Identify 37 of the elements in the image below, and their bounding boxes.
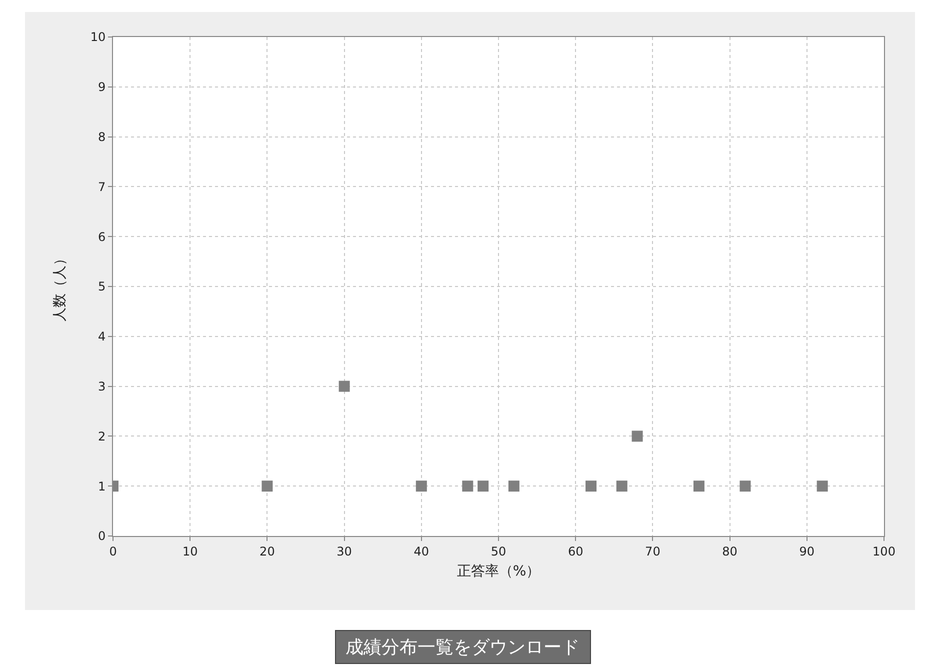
point: [616, 480, 628, 492]
point: [740, 480, 751, 492]
x-tick-label: 60: [568, 544, 584, 558]
x-axis-title: 正答率（%）: [456, 564, 540, 580]
point: [262, 480, 273, 492]
y-axis-title: 人数（人）: [52, 252, 68, 322]
y-tick-label: 2: [98, 429, 106, 444]
point: [586, 480, 597, 492]
x-tick-label: 10: [182, 544, 198, 558]
y-tick-label: 0: [98, 529, 106, 544]
point: [478, 480, 489, 492]
y-tick-label: 4: [98, 330, 106, 344]
point: [338, 380, 350, 392]
point: [693, 480, 704, 492]
y-tick-label: 1: [98, 479, 106, 494]
point: [462, 480, 474, 492]
y-tick-label: 6: [98, 230, 106, 244]
y-tick-label: 7: [98, 180, 106, 194]
point: [816, 480, 828, 492]
y-tick-label: 3: [98, 380, 106, 394]
download-button: 成績分布一覧をダウンロード: [334, 630, 590, 664]
point: [632, 430, 643, 442]
x-tick-label: 90: [799, 544, 815, 558]
x-tick-label: 70: [645, 544, 660, 558]
x-tick-label: 100: [872, 544, 896, 558]
x-tick-label: 20: [260, 544, 275, 558]
x-tick-label: 80: [722, 544, 738, 558]
x-tick-label: 40: [414, 544, 430, 558]
point: [416, 480, 427, 492]
y-tick-label: 8: [98, 130, 106, 144]
y-tick-label: 10: [90, 30, 106, 44]
y-tick-label: 9: [98, 80, 106, 94]
x-tick-label: 50: [490, 544, 506, 558]
x-tick-label: 0: [109, 544, 117, 558]
point: [508, 480, 520, 492]
y-tick-label: 5: [98, 280, 106, 294]
x-tick-label: 30: [336, 544, 352, 558]
